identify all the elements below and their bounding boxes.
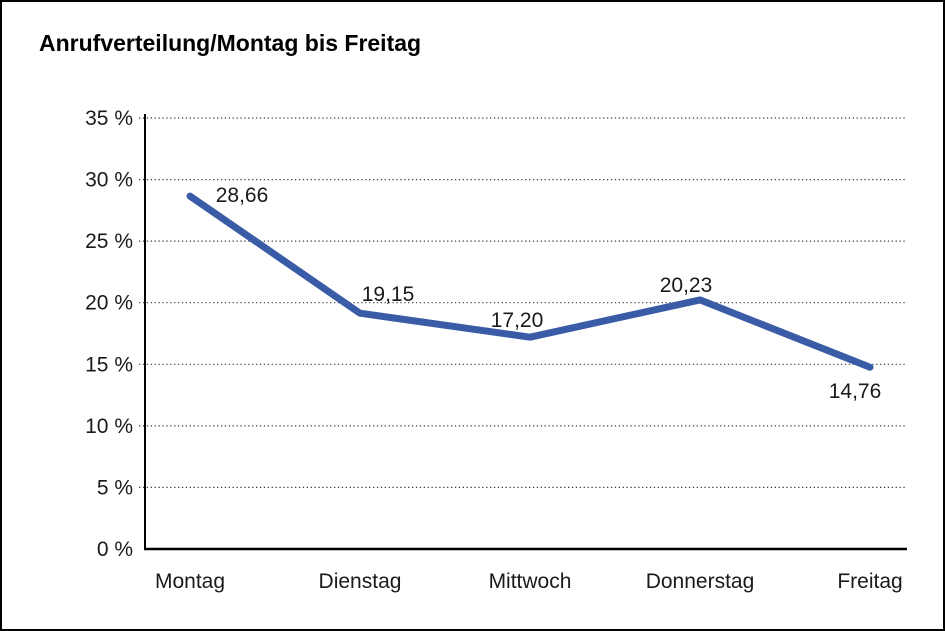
chart-title: Anrufverteilung/Montag bis Freitag (39, 30, 422, 56)
x-tick-label: Mittwoch (489, 570, 572, 593)
y-tick-label: 30 % (85, 169, 133, 192)
y-tick-label: 15 % (85, 353, 133, 376)
data-label: 28,66 (216, 184, 269, 207)
x-tick-label: Dienstag (319, 570, 402, 593)
data-label: 19,15 (362, 283, 415, 306)
data-label: 17,20 (491, 309, 544, 332)
data-label: 14,76 (829, 380, 882, 403)
x-tick-label: Freitag (837, 570, 902, 593)
y-tick-label: 25 % (85, 230, 133, 253)
x-tick-label: Donnerstag (646, 570, 755, 593)
data-label: 20,23 (660, 274, 713, 297)
y-tick-label: 10 % (85, 415, 133, 438)
y-tick-label: 35 % (85, 107, 133, 130)
y-tick-label: 0 % (97, 538, 133, 561)
y-tick-label: 20 % (85, 292, 133, 315)
x-tick-label: Montag (155, 570, 225, 593)
y-tick-label: 5 % (97, 476, 133, 499)
data-line (186, 192, 874, 371)
